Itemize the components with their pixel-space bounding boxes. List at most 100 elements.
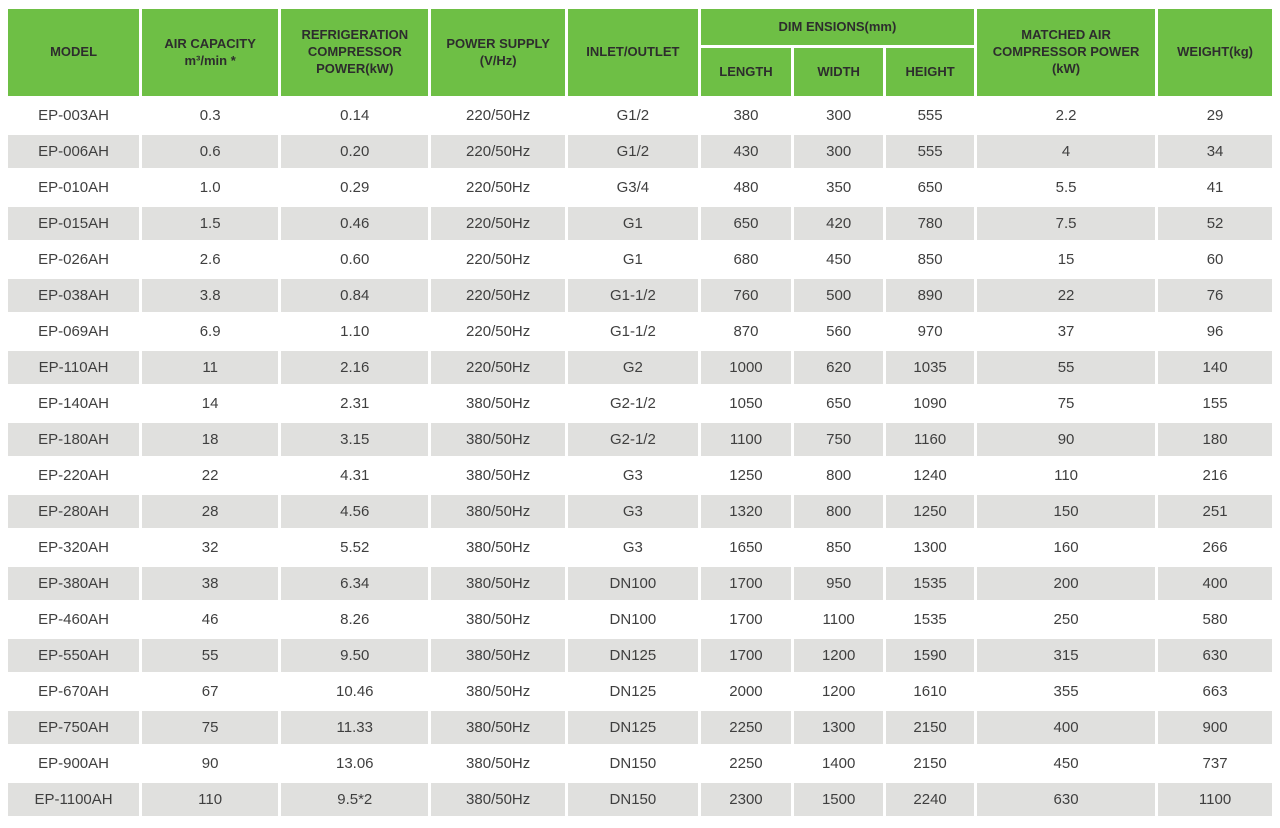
- table-cell: 251: [1158, 495, 1272, 528]
- table-cell: 380/50Hz: [431, 459, 565, 492]
- table-row: EP-069AH 6.9 1.10 220/50Hz G1-1/2 870 560 970 37…: [8, 315, 1272, 348]
- table-cell: 450: [794, 243, 884, 276]
- table-cell: 220/50Hz: [431, 243, 565, 276]
- table-cell: 28: [142, 495, 279, 528]
- table-cell: 1400: [794, 747, 884, 780]
- table-cell: 800: [794, 495, 884, 528]
- table-cell: 1100: [1158, 783, 1272, 816]
- table-row: EP-038AH 3.8 0.84 220/50Hz G1-1/2 760 500 890 22…: [8, 279, 1272, 312]
- table-cell: 380/50Hz: [431, 747, 565, 780]
- table-cell: EP-380AH: [8, 567, 140, 600]
- table-cell: 380/50Hz: [431, 603, 565, 636]
- table-header: MODEL AIR CAPACITY m³/min * REFRIGERATIO…: [8, 9, 1272, 96]
- table-cell: 67: [142, 675, 279, 708]
- table-cell: 4.56: [281, 495, 429, 528]
- table-cell: 1300: [794, 711, 884, 744]
- table-cell: 750: [794, 423, 884, 456]
- table-cell: EP-140AH: [8, 387, 140, 420]
- table-cell: EP-1100AH: [8, 783, 140, 816]
- table-cell: 37: [977, 315, 1156, 348]
- table-cell: 160: [977, 531, 1156, 564]
- table-cell: 380/50Hz: [431, 675, 565, 708]
- table-cell: 780: [886, 207, 974, 240]
- table-cell: EP-038AH: [8, 279, 140, 312]
- table-cell: 60: [1158, 243, 1272, 276]
- table-cell: 1.10: [281, 315, 429, 348]
- table-cell: 1090: [886, 387, 974, 420]
- table-cell: EP-180AH: [8, 423, 140, 456]
- table-cell: 9.50: [281, 639, 429, 672]
- table-cell: 0.84: [281, 279, 429, 312]
- table-cell: EP-320AH: [8, 531, 140, 564]
- table-cell: 380/50Hz: [431, 783, 565, 816]
- table-cell: 2250: [700, 747, 792, 780]
- table-cell: 760: [700, 279, 792, 312]
- table-cell: 180: [1158, 423, 1272, 456]
- col-header-model: MODEL: [8, 9, 140, 96]
- table-cell: 0.29: [281, 171, 429, 204]
- table-cell: 46: [142, 603, 279, 636]
- table-cell: EP-460AH: [8, 603, 140, 636]
- table-cell: 555: [886, 135, 974, 168]
- table-row: EP-140AH 14 2.31 380/50Hz G2-1/2 1050 650 1090 7…: [8, 387, 1272, 420]
- table-cell: 350: [794, 171, 884, 204]
- table-cell: 29: [1158, 99, 1272, 132]
- table-cell: 2240: [886, 783, 974, 816]
- table-cell: EP-010AH: [8, 171, 140, 204]
- table-cell: EP-670AH: [8, 675, 140, 708]
- col-header-height: HEIGHT: [886, 48, 974, 96]
- table-cell: 630: [1158, 639, 1272, 672]
- table-cell: 380/50Hz: [431, 567, 565, 600]
- spec-table: MODEL AIR CAPACITY m³/min * REFRIGERATIO…: [5, 6, 1275, 819]
- table-cell: 250: [977, 603, 1156, 636]
- table-row: EP-010AH 1.0 0.29 220/50Hz G3/4 480 350 650 5.5 4…: [8, 171, 1272, 204]
- table-cell: 76: [1158, 279, 1272, 312]
- table-row: EP-670AH 67 10.46 380/50Hz DN125 2000 1200 1610…: [8, 675, 1272, 708]
- table-cell: 1035: [886, 351, 974, 384]
- table-cell: 10.46: [281, 675, 429, 708]
- table-cell: G1: [567, 243, 698, 276]
- table-cell: 555: [886, 99, 974, 132]
- table-cell: EP-280AH: [8, 495, 140, 528]
- table-cell: EP-900AH: [8, 747, 140, 780]
- table-cell: 1650: [700, 531, 792, 564]
- table-row: EP-003AH 0.3 0.14 220/50Hz G1/2 380 300 555 2.2 2…: [8, 99, 1272, 132]
- table-cell: 2300: [700, 783, 792, 816]
- table-cell: 480: [700, 171, 792, 204]
- table-cell: 950: [794, 567, 884, 600]
- table-cell: 110: [977, 459, 1156, 492]
- table-cell: 1250: [700, 459, 792, 492]
- table-cell: 1050: [700, 387, 792, 420]
- table-cell: 96: [1158, 315, 1272, 348]
- table-cell: 400: [1158, 567, 1272, 600]
- table-cell: 13.06: [281, 747, 429, 780]
- table-row: EP-750AH 75 11.33 380/50Hz DN125 2250 1300 2150…: [8, 711, 1272, 744]
- table-cell: 380/50Hz: [431, 423, 565, 456]
- table-cell: EP-550AH: [8, 639, 140, 672]
- table-cell: EP-015AH: [8, 207, 140, 240]
- table-cell: 2.31: [281, 387, 429, 420]
- table-cell: 1535: [886, 603, 974, 636]
- table-cell: 220/50Hz: [431, 135, 565, 168]
- table-cell: 220/50Hz: [431, 207, 565, 240]
- table-cell: 1200: [794, 639, 884, 672]
- table-cell: 450: [977, 747, 1156, 780]
- table-cell: 580: [1158, 603, 1272, 636]
- table-row: EP-006AH 0.6 0.20 220/50Hz G1/2 430 300 555 4 34: [8, 135, 1272, 168]
- table-cell: EP-220AH: [8, 459, 140, 492]
- table-cell: 41: [1158, 171, 1272, 204]
- table-cell: 650: [700, 207, 792, 240]
- table-cell: 75: [142, 711, 279, 744]
- table-cell: 380: [700, 99, 792, 132]
- table-cell: EP-026AH: [8, 243, 140, 276]
- table-cell: 380/50Hz: [431, 495, 565, 528]
- table-row: EP-220AH 22 4.31 380/50Hz G3 1250 800 1240 110 21…: [8, 459, 1272, 492]
- table-row: EP-015AH 1.5 0.46 220/50Hz G1 650 420 780 7.5 52: [8, 207, 1272, 240]
- table-cell: 220/50Hz: [431, 99, 565, 132]
- table-cell: DN150: [567, 783, 698, 816]
- col-header-dimensions-group: DIM ENSIONS(mm): [700, 9, 974, 45]
- table-cell: 850: [794, 531, 884, 564]
- table-cell: 5.5: [977, 171, 1156, 204]
- table-cell: 0.46: [281, 207, 429, 240]
- table-cell: 220/50Hz: [431, 315, 565, 348]
